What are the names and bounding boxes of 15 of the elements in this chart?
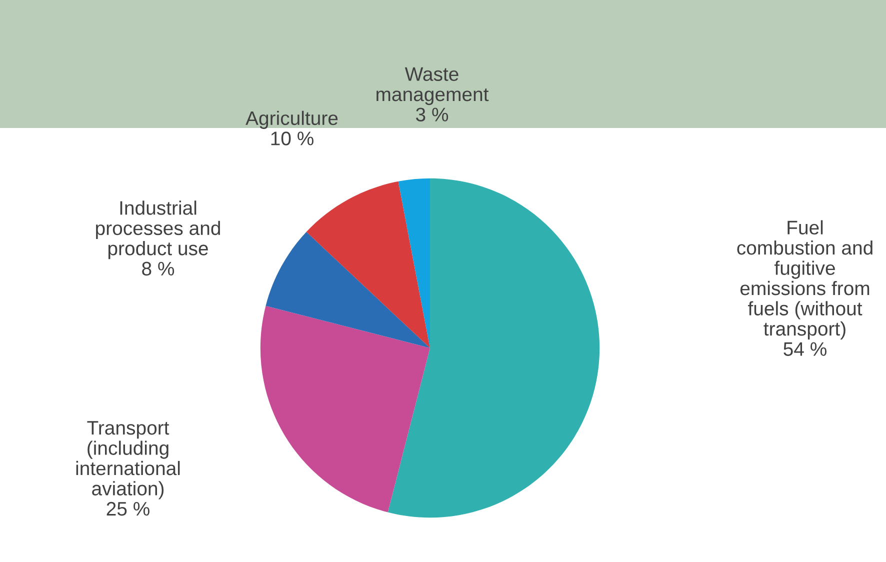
pie-slice bbox=[260, 306, 430, 512]
data-label: 8 % bbox=[142, 262, 174, 276]
data-label: 25 % bbox=[106, 502, 150, 516]
pie-slice bbox=[266, 232, 430, 348]
data-label: 10 % bbox=[271, 132, 314, 146]
slice-label: Transport (including international aviation) bbox=[76, 421, 180, 500]
slice-label: Industrial processes and product use bbox=[96, 200, 220, 260]
slice-label: Agriculture bbox=[246, 110, 338, 129]
pie-slice bbox=[398, 178, 430, 348]
pie-slice bbox=[388, 178, 600, 518]
data-label: 3 % bbox=[416, 108, 448, 122]
data-label: 54 % bbox=[784, 342, 826, 356]
slice-label: Fuel combustion and fugitive emissions from fuels (without transport) bbox=[737, 220, 872, 340]
slice-label: Waste management bbox=[376, 67, 489, 106]
pie-slice bbox=[306, 181, 430, 348]
